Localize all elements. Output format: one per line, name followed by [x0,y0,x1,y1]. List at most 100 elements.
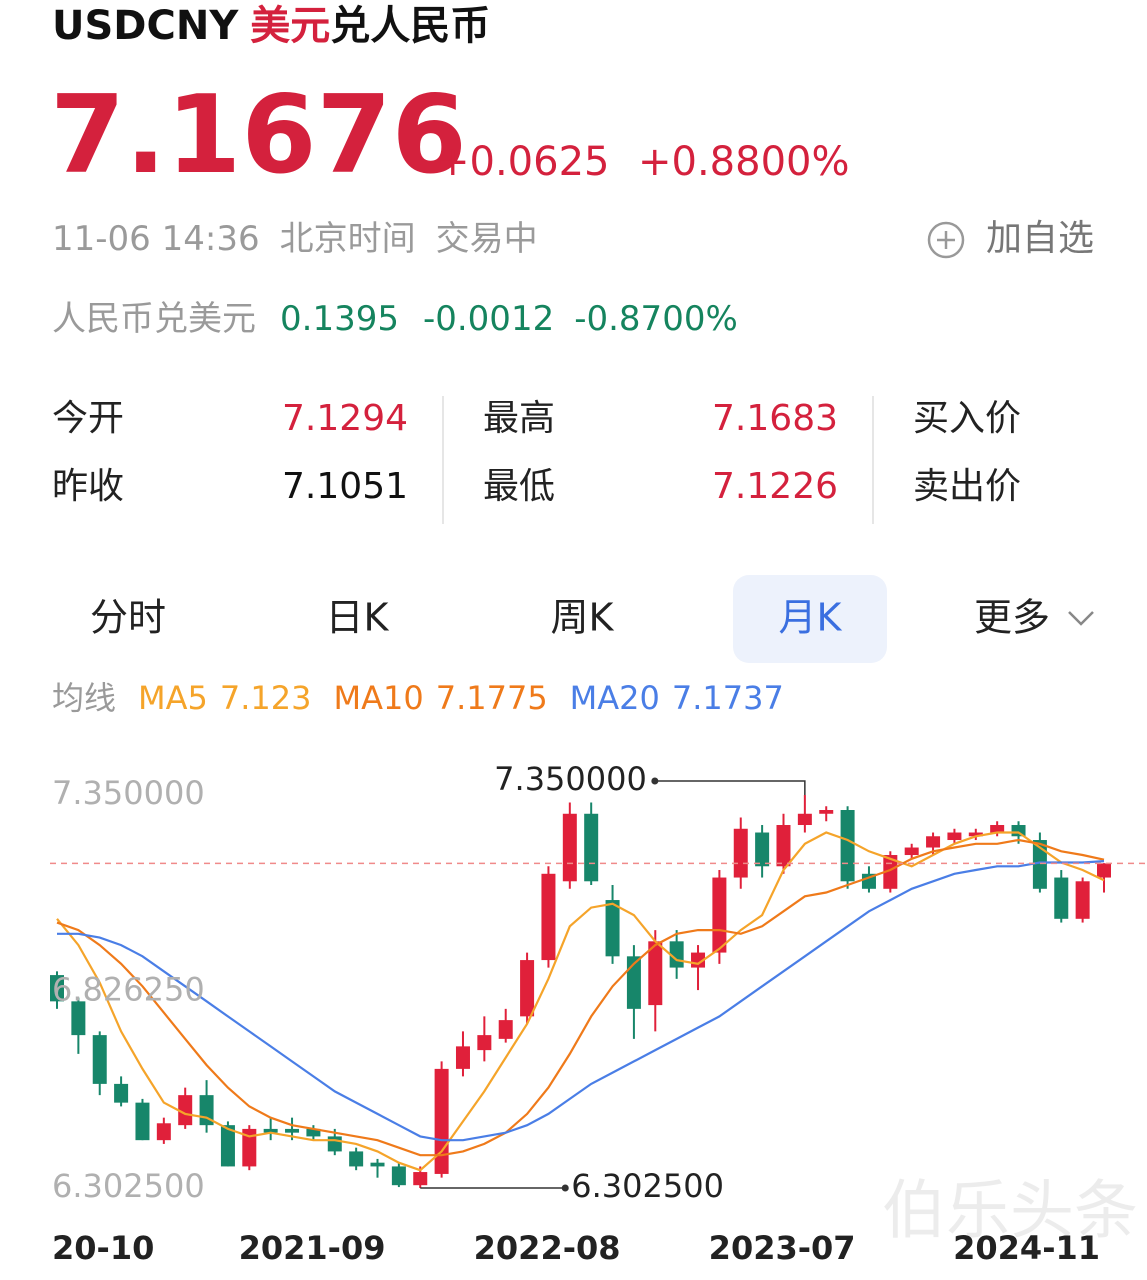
tab[interactable]: 更多 [974,596,1050,640]
candle-body [1032,840,1047,889]
x-tick-label: 2024-11 [953,1229,1100,1267]
high-marker-label: 7.350000 [494,760,647,798]
candle-body [605,900,620,957]
stat-label: 今开 [52,398,124,439]
candle-body [434,1068,449,1174]
candle-body [990,825,1005,833]
candle-body [413,1172,428,1186]
candle-body [520,960,535,1017]
chevron [1068,611,1094,626]
pair: 美元 [250,3,330,49]
plot [50,795,1147,1188]
inverse-change: -0.0012 [423,299,554,339]
x-tick-label: 20-10 [52,1229,154,1267]
candle-body [391,1166,406,1186]
candle-body [455,1046,470,1069]
active-tab-bg [733,575,887,663]
high-marker-dot [651,777,659,785]
legend-name: MA5 [138,679,208,717]
candle-body [114,1083,129,1103]
candle-body [904,847,919,856]
ma-line [57,860,1105,1142]
stat-label: 昨收 [52,466,124,507]
plus-icon [937,231,955,249]
symbol: USDCNY [52,3,239,49]
candle-body [712,877,727,953]
candle-body [626,956,641,1009]
stat-value: 7.1226 [712,466,838,507]
candle-body [776,825,791,867]
change-pct: +0.8800% [638,139,849,185]
candle-body [178,1095,193,1126]
legend-name: MA20 [570,679,660,717]
candle-body [584,813,599,882]
stat-label: 卖出价 [913,466,1021,507]
stat-value: 7.1294 [282,398,408,439]
watchlist-label[interactable]: 加自选 [986,218,1094,259]
ma-line [56,838,1105,1157]
x-tick-label: 2021-09 [239,1229,386,1267]
ma-line [56,831,1105,1172]
stat-label: 买入价 [913,398,1021,439]
candle-body [1075,881,1090,919]
stat-value: 7.1683 [712,398,838,439]
candle-body [562,813,577,882]
candle-body [242,1128,257,1167]
y-tick-label: 6.302500 [52,1167,205,1205]
candle-body [285,1128,300,1133]
x-tick-label: 2023-07 [709,1229,856,1267]
timezone: 北京时间 [280,219,416,259]
candle-body [1054,877,1069,919]
title: USDCNY 美元兑人民币 [52,3,490,49]
legend-value: 7.123 [220,679,312,717]
time-value: 11-06 14:36 [52,219,260,259]
tab[interactable]: 月K [779,596,843,640]
candle-body [1011,825,1026,837]
watermark: 伯乐头条 [882,1175,1138,1249]
legend-value: 7.1737 [672,679,784,717]
plus-icon [927,221,965,259]
tab[interactable]: 分时 [90,596,166,640]
candle-body [370,1162,385,1167]
tab[interactable]: 周K [551,596,615,640]
stat-label: 最高 [483,398,555,439]
candle-body [797,813,812,826]
candle-body [861,873,876,889]
stat-label: 最低 [483,466,555,507]
x-tick-label: 2022-08 [474,1229,621,1267]
low-marker-label: 6.302500 [571,1167,724,1205]
candle-body [156,1123,171,1141]
tab[interactable]: 日K [326,596,390,640]
low-marker-dot [561,1184,569,1192]
inverse-row: 人民币兑美元 0.1395 -0.0012 -0.8700% [52,299,738,339]
candle-body [263,1128,278,1133]
price: 7.1676 [50,73,467,198]
legend-name: MA10 [333,679,423,717]
ma-legend: 均线 MA5 7.123 MA10 7.1775 MA20 7.1737 [52,679,784,717]
candle-body [968,832,983,837]
watchlist-button[interactable]: 加自选 [927,218,1094,259]
candle-body [755,832,770,867]
candle-body [477,1035,492,1051]
y-tick-label: 6.826250 [52,971,205,1009]
candle-body [947,832,962,841]
candle-body [71,1001,86,1036]
change: +0.0625 [436,139,609,185]
legend-value: 7.1775 [436,679,548,717]
inverse-price: 0.1395 [280,299,399,339]
time: 11-06 14:36 北京时间 交易中 [52,219,538,259]
candle-body [349,1151,364,1167]
candle-body [819,810,834,814]
pair-rest: 兑人民币 [330,3,490,49]
candle-body [926,836,941,848]
candle-body [92,1035,107,1084]
candle-body [220,1125,235,1167]
y-tick-label: 7.350000 [52,774,205,812]
candle-body [1097,863,1111,878]
candle-body [648,941,663,1006]
inverse-change-pct: -0.8700% [574,299,738,339]
candle-body [306,1128,321,1137]
